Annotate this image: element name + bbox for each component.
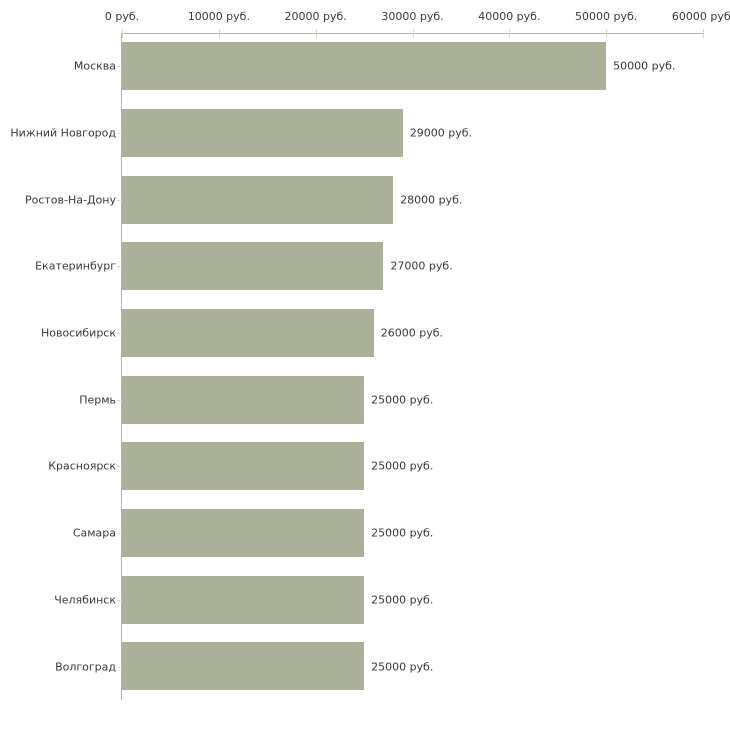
x-tick-label: 30000 руб. [381,10,444,23]
bar-row: Екатеринбург 27000 руб. [35,233,703,300]
x-tick-mark [315,29,317,38]
bar [122,375,365,424]
value-label: 25000 руб. [371,660,434,674]
plot-area: 0 руб. 10000 руб. 20000 руб. 30000 руб. 4000… [10,10,730,700]
category-label: Новосибирск [40,326,116,340]
bar-row: Самара 25000 руб. [73,500,703,567]
category-label: Нижний Новгород [10,126,116,140]
x-tick-mark [703,29,704,38]
bar-row: Красноярск 25000 руб. [48,433,703,500]
x-tick-label: 60000 руб. [671,10,730,23]
category-tick-mark [117,333,122,335]
category-label: Челябинск [54,593,116,607]
x-tick-mark [218,29,220,38]
bar [122,242,384,291]
x-tick-label: 50000 руб. [575,10,638,23]
bar-row: Челябинск 25000 руб. [54,567,703,634]
value-label: 25000 руб. [371,526,434,540]
x-tick-mark [412,29,414,38]
category-tick-mark [117,533,122,535]
bar [122,575,365,624]
category-label: Екатеринбург [35,259,116,273]
x-tick-mark [122,29,123,38]
value-label: 25000 руб. [371,593,434,607]
bar [122,309,374,358]
category-label: Пермь [79,393,116,407]
x-axis-line [121,33,703,34]
bar-row: Пермь 25000 руб. [79,366,703,433]
value-label: 28000 руб. [400,193,463,207]
x-tick-mark [509,29,511,38]
bar-row: Ростов-На-Дону 28000 руб. [25,166,703,233]
category-tick-mark [117,199,122,201]
x-tick-mark [606,29,608,38]
bar [122,642,365,691]
category-label: Красноярск [48,459,116,473]
x-tick-label: 0 руб. [104,10,140,23]
bar [122,175,394,224]
value-label: 25000 руб. [371,459,434,473]
value-label: 27000 руб. [390,259,453,273]
x-tick-label: 20000 руб. [284,10,347,23]
bar-row: Нижний Новгород 29000 руб. [10,100,703,167]
bar [122,108,403,157]
category-tick-mark [117,666,122,668]
category-tick-mark [117,133,122,135]
bar-row: Новосибирск 26000 руб. [41,300,703,367]
x-tick-label: 40000 руб. [478,10,541,23]
value-label: 25000 руб. [371,393,434,407]
category-label: Ростов-На-Дону [24,193,116,207]
category-label: Волгоград [55,660,116,674]
bar [122,42,607,91]
value-label: 29000 руб. [409,126,473,140]
bar-rows: Москва 50000 руб. Нижний Новгород 29000 руб… [10,33,703,700]
value-label: 26000 руб. [380,326,444,340]
category-tick-mark [117,599,122,601]
x-tick-label: 10000 руб. [187,10,250,23]
bar [122,509,365,558]
category-tick-mark [117,266,122,268]
bar-row: Волгоград 25000 руб. [55,633,703,700]
category-tick-mark [117,66,122,68]
category-tick-mark [117,466,122,468]
bar-row: Москва 50000 руб. [74,33,703,100]
value-label: 50000 руб. [613,59,676,73]
bar [122,442,365,491]
category-tick-mark [117,399,122,401]
category-label: Москва [73,59,116,73]
category-label: Самара [72,526,116,540]
